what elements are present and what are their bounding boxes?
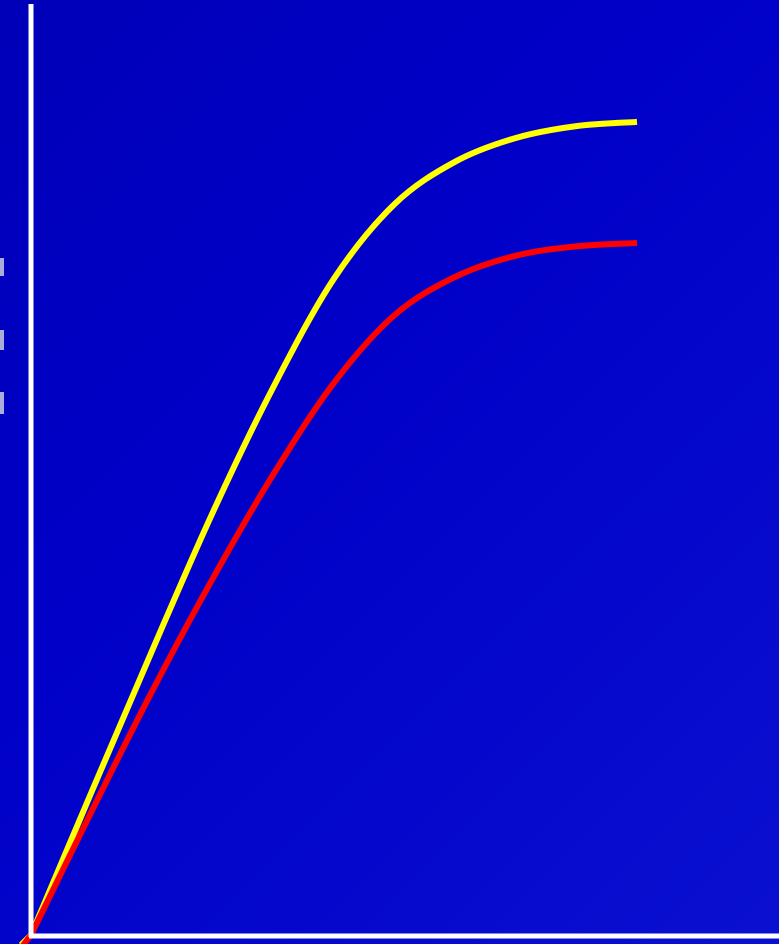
series-layer <box>18 118 638 944</box>
series-line-2 <box>20 240 638 944</box>
edge-artifact-2 <box>0 330 4 350</box>
edge-artifact-1 <box>0 258 4 276</box>
edge-artifact-3 <box>0 392 4 414</box>
series-line-1 <box>18 118 638 944</box>
